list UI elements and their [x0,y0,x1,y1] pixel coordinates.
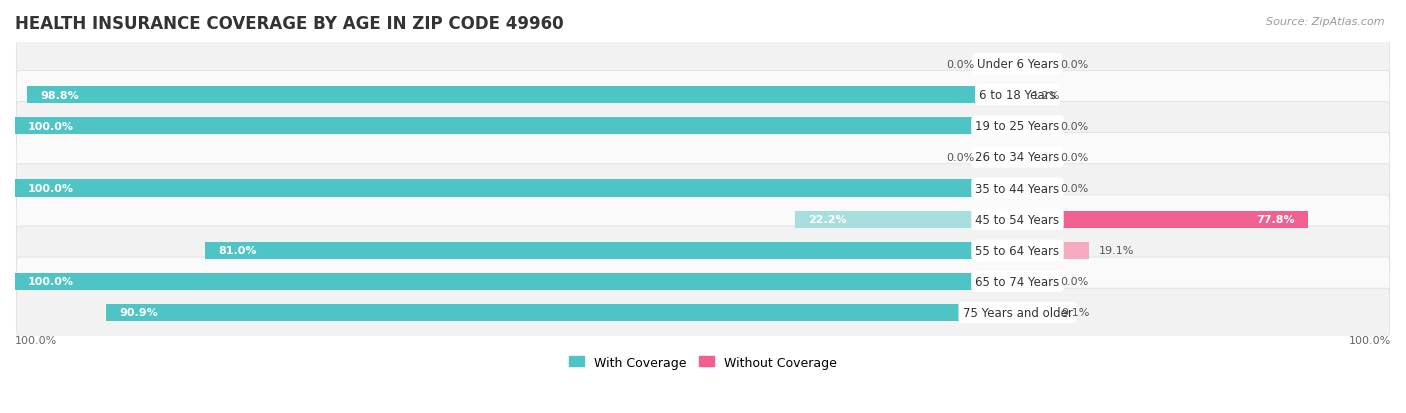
Text: 0.0%: 0.0% [946,152,974,163]
FancyBboxPatch shape [17,102,1389,151]
Text: 0.0%: 0.0% [946,59,974,69]
Text: Under 6 Years: Under 6 Years [977,58,1059,71]
Bar [984,149,1018,166]
Text: 90.9%: 90.9% [120,308,157,318]
Text: 100.0%: 100.0% [28,277,75,287]
Text: 81.0%: 81.0% [218,246,257,256]
Text: 45 to 54 Years: 45 to 54 Years [976,213,1060,226]
Text: 19 to 25 Years: 19 to 25 Years [976,120,1060,133]
Text: Source: ZipAtlas.com: Source: ZipAtlas.com [1267,17,1385,26]
Bar [794,211,1018,228]
Bar [1018,304,1052,321]
Text: 1.2%: 1.2% [1032,90,1060,100]
Bar [15,118,1018,135]
Bar [1018,180,1050,197]
Text: 98.8%: 98.8% [41,90,79,100]
Bar [1018,118,1050,135]
Text: 0.0%: 0.0% [1060,121,1088,131]
Bar [15,273,1018,290]
FancyBboxPatch shape [17,288,1389,337]
Text: 0.0%: 0.0% [1060,152,1088,163]
Bar [1018,242,1088,259]
Text: 77.8%: 77.8% [1257,215,1295,225]
FancyBboxPatch shape [17,40,1389,89]
FancyBboxPatch shape [17,164,1389,213]
Text: 100.0%: 100.0% [15,335,58,345]
Text: 22.2%: 22.2% [808,215,846,225]
FancyBboxPatch shape [17,226,1389,275]
Text: 9.1%: 9.1% [1062,308,1090,318]
Text: 26 to 34 Years: 26 to 34 Years [976,151,1060,164]
Bar [1018,211,1308,228]
Bar [1018,56,1050,73]
Bar [984,56,1018,73]
FancyBboxPatch shape [17,257,1389,306]
Text: 6 to 18 Years: 6 to 18 Years [979,89,1056,102]
Bar [1018,87,1022,104]
Bar [1018,273,1050,290]
Bar [1018,149,1050,166]
Text: 100.0%: 100.0% [28,184,75,194]
Text: 100.0%: 100.0% [1348,335,1391,345]
Text: 55 to 64 Years: 55 to 64 Years [976,244,1060,257]
Text: 19.1%: 19.1% [1098,246,1135,256]
Text: 65 to 74 Years: 65 to 74 Years [976,275,1060,288]
Bar [205,242,1018,259]
Text: 0.0%: 0.0% [1060,59,1088,69]
Bar [27,87,1018,104]
FancyBboxPatch shape [17,71,1389,120]
FancyBboxPatch shape [17,195,1389,244]
Text: 100.0%: 100.0% [28,121,75,131]
Text: 0.0%: 0.0% [1060,277,1088,287]
FancyBboxPatch shape [17,133,1389,182]
Text: 75 Years and older: 75 Years and older [963,306,1073,319]
Legend: With Coverage, Without Coverage: With Coverage, Without Coverage [564,351,842,374]
Text: HEALTH INSURANCE COVERAGE BY AGE IN ZIP CODE 49960: HEALTH INSURANCE COVERAGE BY AGE IN ZIP … [15,15,564,33]
Bar [15,180,1018,197]
Text: 35 to 44 Years: 35 to 44 Years [976,182,1060,195]
Text: 0.0%: 0.0% [1060,184,1088,194]
Bar [107,304,1018,321]
